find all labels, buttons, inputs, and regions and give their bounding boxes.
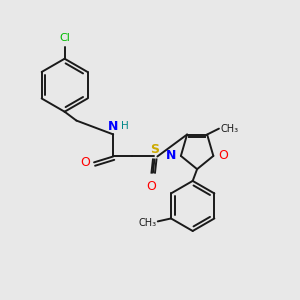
- Text: O: O: [80, 156, 90, 169]
- Text: O: O: [146, 180, 156, 193]
- Text: S: S: [150, 142, 159, 156]
- Text: Cl: Cl: [59, 32, 70, 43]
- Text: N: N: [166, 149, 176, 162]
- Text: H: H: [121, 121, 128, 131]
- Text: CH₃: CH₃: [138, 218, 156, 228]
- Text: CH₃: CH₃: [220, 124, 238, 134]
- Text: N: N: [108, 120, 119, 133]
- Text: O: O: [218, 149, 228, 162]
